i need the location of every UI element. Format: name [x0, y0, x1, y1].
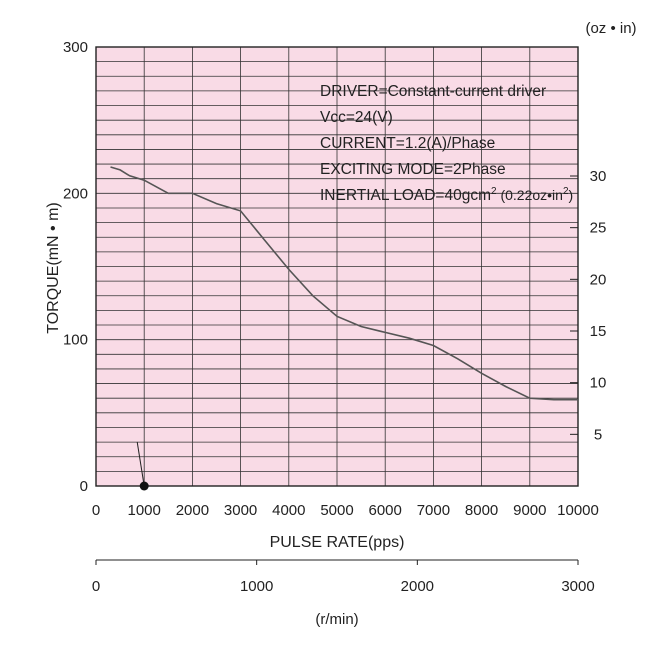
- inertial-load-sup-2: 2: [563, 186, 569, 197]
- y-tick-label: 0: [80, 478, 88, 495]
- x-tick-label: 6000: [369, 502, 402, 519]
- x-tick-label: 3000: [224, 502, 257, 519]
- x-tick-label: 8000: [465, 502, 498, 519]
- condition-current: CURRENT=1.2(A)/Phase: [320, 135, 495, 152]
- y-axis-title: TORQUE(mN • m): [45, 202, 62, 334]
- y2-tick-label: 15: [590, 323, 607, 340]
- rpm-axis-ticks: 0 1000 2000 3000: [92, 560, 595, 595]
- test-conditions: DRIVER=Constant-current driver Vcc=24(V)…: [320, 83, 573, 204]
- rpm-tick-label: 1000: [240, 578, 273, 595]
- y2-unit-label: (oz • in): [585, 20, 636, 37]
- rpm-tick-label: 2000: [401, 578, 434, 595]
- axis-ticks: 0 1000 2000 3000 4000 5000 6000 7000 8000 9000 100…: [63, 39, 606, 519]
- rpm-tick-label: 0: [92, 578, 100, 595]
- inertial-load-sup-1: 2: [491, 186, 497, 197]
- x-tick-label: 7000: [417, 502, 450, 519]
- self-start-marker-line: [136, 441, 145, 487]
- condition-driver: DRIVER=Constant-current driver: [320, 83, 546, 100]
- x-tick-label: 10000: [557, 502, 599, 519]
- y-tick-label: 300: [63, 39, 88, 56]
- x-tick-label: 0: [92, 502, 100, 519]
- torque-curve: [110, 166, 578, 401]
- condition-vcc: Vcc=24(V): [320, 109, 393, 126]
- x-tick-label: 5000: [320, 502, 353, 519]
- x-axis-title: PULSE RATE(pps): [270, 534, 405, 551]
- y2-tick-label: 20: [590, 271, 607, 288]
- y2-tick-label: 25: [590, 220, 607, 237]
- grid-lines: [96, 47, 578, 486]
- inertial-load-mid: (0.22oz•in: [497, 187, 563, 203]
- y-tick-label: 100: [63, 332, 88, 349]
- x-tick-label: 1000: [128, 502, 161, 519]
- condition-inertial-load: INERTIAL LOAD=40gcm2 (0.22oz•in2): [320, 186, 573, 204]
- inertial-load-end: ): [569, 187, 574, 203]
- y-tick-label: 200: [63, 185, 88, 202]
- y2-tick-label: 10: [590, 375, 607, 392]
- x-tick-label: 9000: [513, 502, 546, 519]
- inertial-load-main: INERTIAL LOAD=40gcm: [320, 187, 491, 204]
- plot-frame: [95, 46, 579, 487]
- rpm-axis-title: (r/min): [315, 611, 358, 628]
- y2-tick-label: 30: [590, 168, 607, 185]
- condition-exciting-mode: EXCITING MODE=2Phase: [320, 161, 506, 178]
- x-tick-label: 2000: [176, 502, 209, 519]
- y2-tick-label: 5: [594, 426, 602, 443]
- rpm-tick-label: 3000: [561, 578, 594, 595]
- x-tick-label: 4000: [272, 502, 305, 519]
- self-start-marker-dot: [139, 481, 149, 491]
